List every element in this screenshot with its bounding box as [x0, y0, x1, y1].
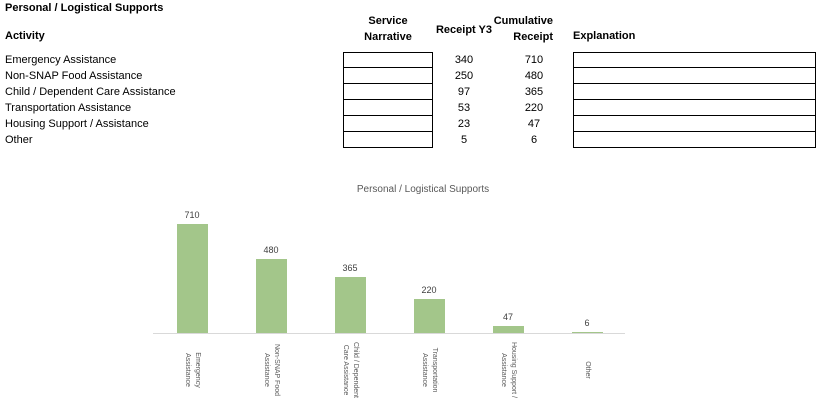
service-narrative-cell[interactable] [343, 83, 433, 100]
col-header-cumulative-receipt: Cumulative Receipt [493, 15, 553, 43]
cumulative-receipt-value: 710 [524, 53, 544, 66]
cumulative-receipt-value: 220 [524, 101, 544, 114]
page-title: Personal / Logistical Supports [5, 2, 164, 14]
bar [255, 259, 287, 333]
cumulative-receipt-value: 480 [524, 69, 544, 82]
bar-value-label: 710 [184, 210, 200, 220]
table-row: Other 5 6 [0, 132, 818, 149]
table-row: Housing Support / Assistance 23 47 [0, 116, 818, 133]
cumulative-receipt-value: 6 [530, 134, 538, 147]
receipt-y3-value: 97 [457, 85, 471, 98]
activity-label: Emergency Assistance [5, 53, 117, 66]
service-narrative-cell[interactable] [343, 132, 433, 149]
explanation-cell[interactable] [573, 132, 816, 149]
bar [492, 326, 524, 333]
x-tick-label: Child / Dependent Care Assistance [342, 341, 359, 399]
x-tick-label: Non-SNAP Food Assistance [263, 343, 280, 396]
activity-label: Transportation Assistance [5, 101, 132, 114]
explanation-cell[interactable] [573, 116, 816, 133]
explanation-cell[interactable] [573, 83, 816, 100]
x-axis-line [153, 333, 625, 334]
activity-label: Non-SNAP Food Assistance [5, 69, 143, 82]
service-narrative-cell[interactable] [343, 67, 433, 84]
bar-value-label: 220 [421, 285, 437, 295]
bar-value-label: 6 [584, 318, 590, 328]
bar-value-label: 365 [342, 263, 358, 273]
explanation-cell[interactable] [573, 67, 816, 84]
chart-title: Personal / Logistical Supports [356, 184, 490, 195]
receipt-y3-value: 53 [457, 101, 471, 114]
col-header-service-narrative: Service Narrative [364, 15, 412, 43]
x-tick-label: Housing Support / Assistance [500, 341, 517, 399]
activity-label: Child / Dependent Care Assistance [5, 85, 176, 98]
activity-label: Housing Support / Assistance [5, 118, 149, 130]
service-narrative-cell[interactable] [343, 51, 433, 68]
x-tick-label: Transportation Assistance [421, 347, 438, 393]
table-row: Non-SNAP Food Assistance 250 480 [0, 67, 818, 84]
activity-table: Emergency Assistance 340 710 Non-SNAP Fo… [0, 51, 818, 149]
x-tick-label: Emergency Assistance [184, 352, 201, 388]
bar [413, 299, 445, 333]
receipt-y3-value: 5 [460, 134, 468, 147]
bar-value-label: 480 [263, 245, 279, 255]
col-header-explanation: Explanation [573, 30, 636, 42]
x-tick-label: Other [584, 361, 591, 379]
table-row: Emergency Assistance 340 710 [0, 51, 818, 68]
table-row: Transportation Assistance 53 220 [0, 99, 818, 116]
bar [176, 224, 208, 333]
service-narrative-cell[interactable] [343, 116, 433, 133]
table-row: Child / Dependent Care Assistance 97 365 [0, 83, 818, 100]
receipt-y3-value: 340 [454, 53, 474, 66]
activity-label: Other [5, 134, 33, 147]
bar [571, 332, 603, 333]
explanation-cell[interactable] [573, 99, 816, 116]
service-narrative-cell[interactable] [343, 99, 433, 116]
explanation-cell[interactable] [573, 51, 816, 68]
bar-value-label: 47 [502, 312, 513, 322]
cumulative-receipt-value: 47 [527, 118, 541, 130]
cumulative-receipt-value: 365 [524, 85, 544, 98]
receipt-y3-value: 250 [454, 69, 474, 82]
col-header-receipt-y3: Receipt Y3 [435, 24, 493, 36]
col-header-activity: Activity [5, 30, 45, 42]
bar [334, 277, 366, 333]
receipt-y3-value: 23 [457, 118, 471, 130]
